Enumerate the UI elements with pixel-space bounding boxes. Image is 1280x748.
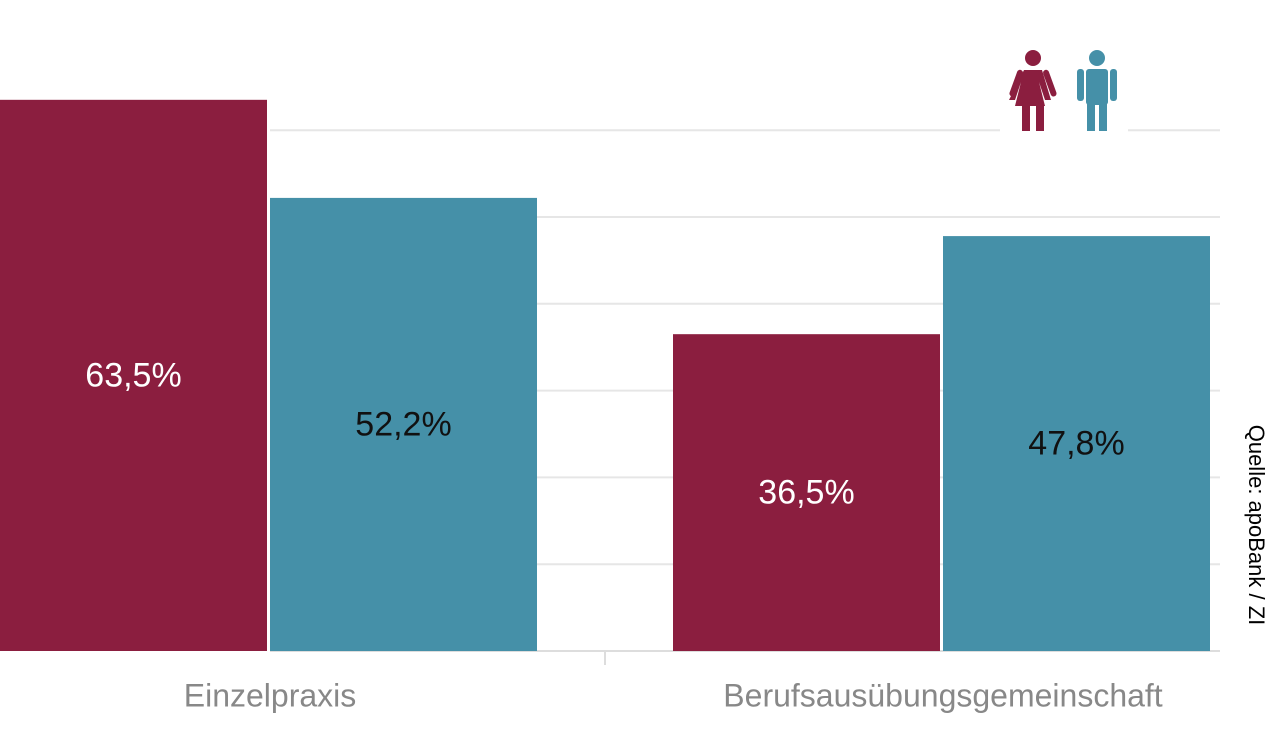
legend-icons (1000, 50, 1128, 142)
male-icon (1077, 50, 1117, 131)
x-tick-label: Einzelpraxis (184, 677, 357, 713)
data-label: 52,2% (355, 405, 451, 443)
source-note: Quelle: apoBank / ZI (1244, 425, 1269, 626)
data-label: 47,8% (1028, 425, 1124, 463)
bar (943, 236, 1210, 651)
data-label: 36,5% (758, 474, 854, 512)
legend-backdrop (1000, 120, 1128, 142)
data-label: 63,5% (85, 356, 181, 394)
female-icon (1009, 50, 1057, 131)
bar (673, 334, 940, 651)
bar (270, 197, 537, 652)
x-tick-label: Berufsausübungsgemeinschaft (723, 677, 1163, 713)
bar (0, 99, 267, 651)
